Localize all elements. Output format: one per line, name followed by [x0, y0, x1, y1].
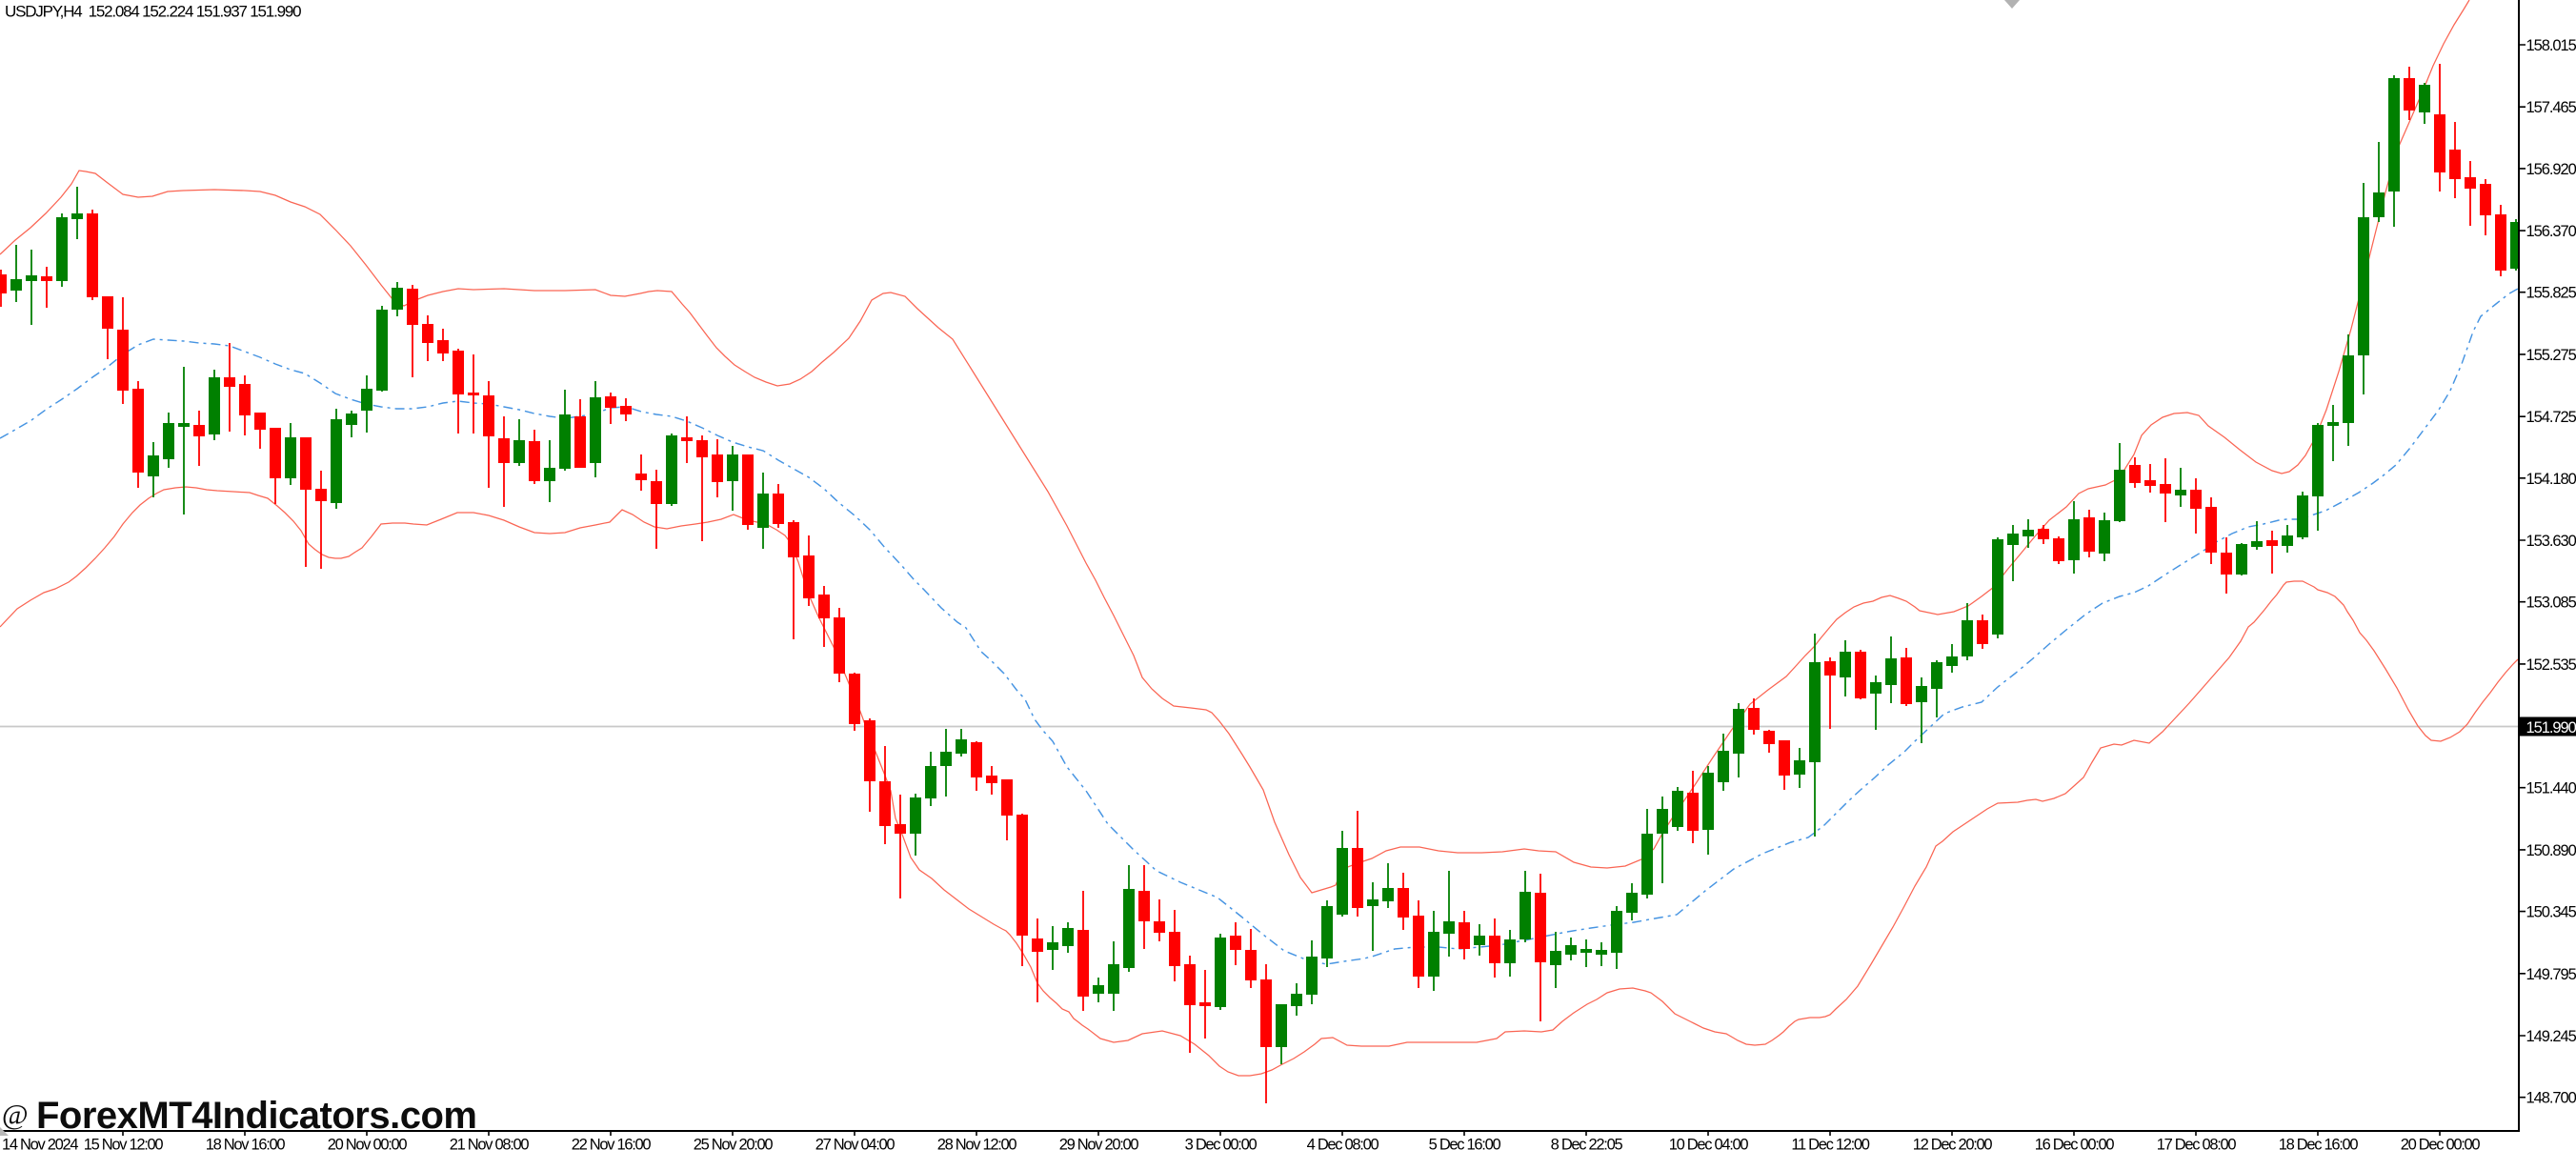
svg-text:27 Nov 04:00: 27 Nov 04:00 [815, 1137, 896, 1150]
svg-text:8 Dec 22:05: 8 Dec 22:05 [1551, 1137, 1623, 1150]
svg-text:3 Dec 00:00: 3 Dec 00:00 [1185, 1137, 1258, 1150]
svg-text:21 Nov 08:00: 21 Nov 08:00 [450, 1137, 530, 1150]
svg-text:156.920: 156.920 [2526, 161, 2576, 178]
svg-text:157.465: 157.465 [2526, 99, 2576, 116]
svg-text:4 Dec 08:00: 4 Dec 08:00 [1307, 1137, 1379, 1150]
svg-text:156.370: 156.370 [2526, 223, 2576, 240]
svg-text:158.015: 158.015 [2526, 37, 2576, 54]
svg-text:18 Dec 16:00: 18 Dec 16:00 [2279, 1137, 2359, 1150]
svg-text:150.890: 150.890 [2526, 842, 2576, 859]
svg-text:11 Dec 12:00: 11 Dec 12:00 [1791, 1137, 1869, 1150]
svg-text:5 Dec 16:00: 5 Dec 16:00 [1429, 1137, 1501, 1150]
svg-text:ForexMT4Indicators.com: ForexMT4Indicators.com [36, 1095, 476, 1137]
svg-text:20 Nov 00:00: 20 Nov 00:00 [328, 1137, 408, 1150]
svg-text:152.535: 152.535 [2526, 656, 2576, 674]
svg-text:@: @ [2, 1100, 29, 1131]
svg-text:USDJPY,H4 152.084 152.224 151: USDJPY,H4 152.084 152.224 151.937 151.99… [5, 3, 301, 21]
svg-text:148.700: 148.700 [2526, 1090, 2576, 1107]
svg-text:153.085: 153.085 [2526, 595, 2576, 612]
svg-text:17 Dec 08:00: 17 Dec 08:00 [2157, 1137, 2237, 1150]
svg-text:154.180: 154.180 [2526, 471, 2576, 488]
svg-text:14 Nov 2024: 14 Nov 2024 [2, 1137, 78, 1150]
svg-text:29 Nov 20:00: 29 Nov 20:00 [1059, 1137, 1139, 1150]
svg-text:155.275: 155.275 [2526, 347, 2576, 364]
svg-text:155.825: 155.825 [2526, 285, 2576, 302]
svg-text:20 Dec 00:00: 20 Dec 00:00 [2401, 1137, 2481, 1150]
svg-text:10 Dec 04:00: 10 Dec 04:00 [1669, 1137, 1749, 1150]
svg-text:149.795: 149.795 [2526, 966, 2576, 983]
svg-text:22 Nov 16:00: 22 Nov 16:00 [572, 1137, 652, 1150]
svg-text:15 Nov 12:00: 15 Nov 12:00 [84, 1137, 164, 1150]
svg-text:18 Nov 16:00: 18 Nov 16:00 [206, 1137, 286, 1150]
svg-text:12 Dec 20:00: 12 Dec 20:00 [1913, 1137, 1993, 1150]
svg-text:151.990: 151.990 [2526, 719, 2576, 736]
svg-text:154.725: 154.725 [2526, 409, 2576, 426]
svg-text:16 Dec 00:00: 16 Dec 00:00 [2035, 1137, 2115, 1150]
svg-text:153.630: 153.630 [2526, 533, 2576, 550]
svg-text:150.345: 150.345 [2526, 904, 2576, 921]
svg-text:28 Nov 12:00: 28 Nov 12:00 [937, 1137, 1017, 1150]
svg-text:151.440: 151.440 [2526, 780, 2576, 797]
svg-text:149.245: 149.245 [2526, 1028, 2576, 1045]
svg-text:25 Nov 20:00: 25 Nov 20:00 [694, 1137, 774, 1150]
